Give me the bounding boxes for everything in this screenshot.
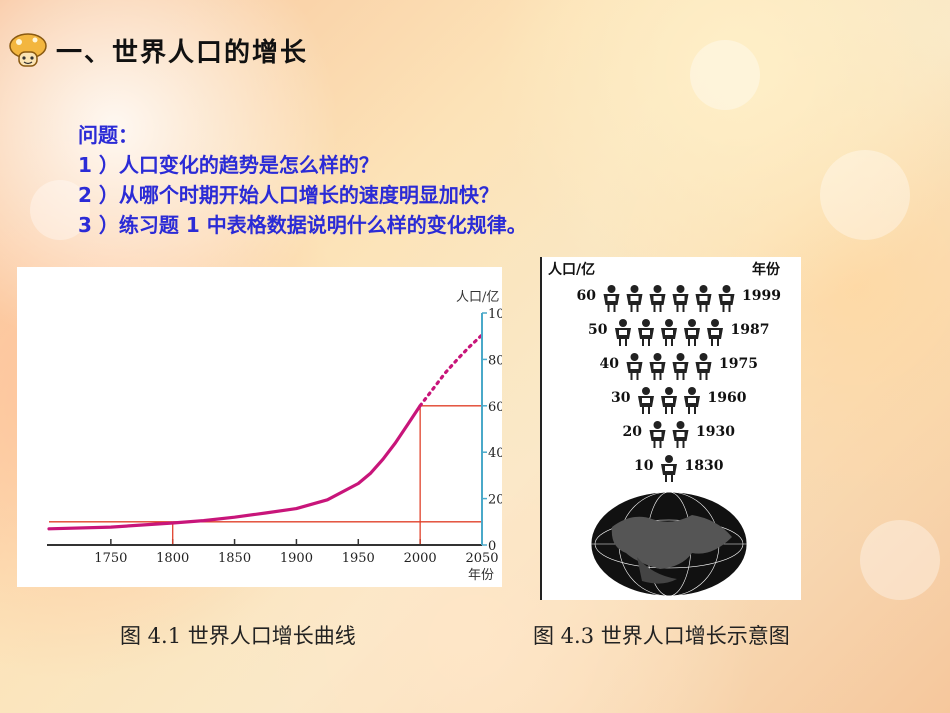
pictogram-year-label: 1975 xyxy=(719,356,758,372)
pictogram-population-label: 60 xyxy=(577,288,597,304)
background-bokeh xyxy=(690,40,760,110)
slide-title-row: 一、世界人口的增长 xyxy=(8,30,308,70)
pictogram-year-label: 1830 xyxy=(685,458,724,474)
y-tick-label: 60 xyxy=(488,400,502,415)
person-figure-icon xyxy=(638,387,654,414)
population-curve-projection xyxy=(418,333,484,408)
x-tick-label: 1900 xyxy=(280,551,313,566)
pictogram-x-label: 年份 xyxy=(752,261,781,278)
person-figure-icon xyxy=(626,353,643,380)
question-1: 1 ）人口变化的趋势是怎么样的？ xyxy=(78,153,379,177)
pictogram-row: 10 1830 xyxy=(634,455,724,482)
population-pictogram: 人口/亿 年份 60 1999 50 1987 40 1975 30 1960 20 1930 10… xyxy=(548,261,781,597)
slide-title: 一、世界人口的增长 xyxy=(56,37,309,68)
person-figure-icon xyxy=(684,319,700,346)
x-tick-label: 2050 xyxy=(465,551,498,566)
y-tick-label: 100 xyxy=(488,307,502,322)
question-list: 问题： 1 ）人口变化的趋势是怎么样的？ 2 ）从哪个时期开始人口增长的速度明显… xyxy=(78,120,527,240)
population-curve-chart: 1750 1800 1850 1900 1950 2000 2050 0 20 40 60 80 10… xyxy=(47,290,513,583)
population-pictogram-panel: 人口/亿 年份 60 1999 50 1987 40 1975 30 1960 20 1930 10… xyxy=(540,257,801,600)
globe-icon xyxy=(590,491,748,597)
pictogram-row: 30 1960 xyxy=(611,387,747,414)
pictogram-row: 60 1999 xyxy=(577,285,781,312)
question-heading: 问题： xyxy=(78,123,138,147)
question-2: 2 ）从哪个时期开始人口增长的速度明显加快？ xyxy=(78,183,499,207)
background-bokeh xyxy=(820,150,910,240)
pictogram-row: 40 1975 xyxy=(600,353,758,380)
person-figure-icon xyxy=(615,319,631,346)
person-figure-icon xyxy=(695,285,712,312)
y-tick-label: 0 xyxy=(488,539,496,554)
person-figure-icon xyxy=(661,319,677,346)
person-figure-icon xyxy=(649,421,666,448)
pictogram-year-label: 1987 xyxy=(731,322,770,338)
background-bokeh xyxy=(860,520,940,600)
person-figure-icon xyxy=(626,285,643,312)
x-axis-label: 年份 xyxy=(468,568,494,583)
pictogram-population-label: 10 xyxy=(634,458,654,474)
population-curve-panel: 1750 1800 1850 1900 1950 2000 2050 0 20 40 60 80 10… xyxy=(17,267,513,587)
figure-caption-4-1: 图 4.1 世界人口增长曲线 xyxy=(120,624,356,648)
y-tick-label: 80 xyxy=(488,353,502,368)
x-tick-label: 1950 xyxy=(342,551,375,566)
person-figure-icon xyxy=(638,319,654,346)
person-figure-icon xyxy=(707,319,723,346)
pictogram-population-label: 50 xyxy=(588,322,608,338)
x-tick-label: 1850 xyxy=(218,551,251,566)
x-tick-label: 1750 xyxy=(94,551,127,566)
person-figure-icon xyxy=(661,455,677,482)
person-figure-icon xyxy=(672,285,689,312)
pictogram-population-label: 30 xyxy=(611,390,631,406)
pictogram-population-label: 20 xyxy=(623,424,643,440)
pictogram-row: 50 1987 xyxy=(588,319,769,346)
population-curve-solid xyxy=(47,404,422,531)
person-figure-icon xyxy=(672,353,689,380)
pictogram-row: 20 1930 xyxy=(623,421,735,448)
person-figure-icon xyxy=(672,421,689,448)
pictogram-year-label: 1960 xyxy=(708,390,747,406)
figure-caption-4-3: 图 4.3 世界人口增长示意图 xyxy=(533,624,790,648)
y-axis-label: 人口/亿 xyxy=(456,290,499,305)
person-figure-icon xyxy=(718,285,735,312)
pictogram-year-label: 1999 xyxy=(742,288,781,304)
x-tick-label: 1800 xyxy=(156,551,189,566)
x-tick-label: 2000 xyxy=(404,551,437,566)
mushroom-mascot-icon xyxy=(9,33,47,67)
y-tick-label: 40 xyxy=(488,446,502,461)
question-3: 3 ）练习题 1 中表格数据说明什么样的变化规律。 xyxy=(78,213,527,237)
person-figure-icon xyxy=(661,387,677,414)
pictogram-y-label: 人口/亿 xyxy=(548,261,595,278)
person-figure-icon xyxy=(695,353,712,380)
pictogram-year-label: 1930 xyxy=(696,424,735,440)
background-bokeh xyxy=(30,180,90,240)
person-figure-icon xyxy=(649,285,666,312)
pictogram-population-label: 40 xyxy=(600,356,620,372)
person-figure-icon xyxy=(684,387,700,414)
person-figure-icon xyxy=(649,353,666,380)
person-figure-icon xyxy=(603,285,620,312)
y-tick-label: 20 xyxy=(488,493,502,508)
